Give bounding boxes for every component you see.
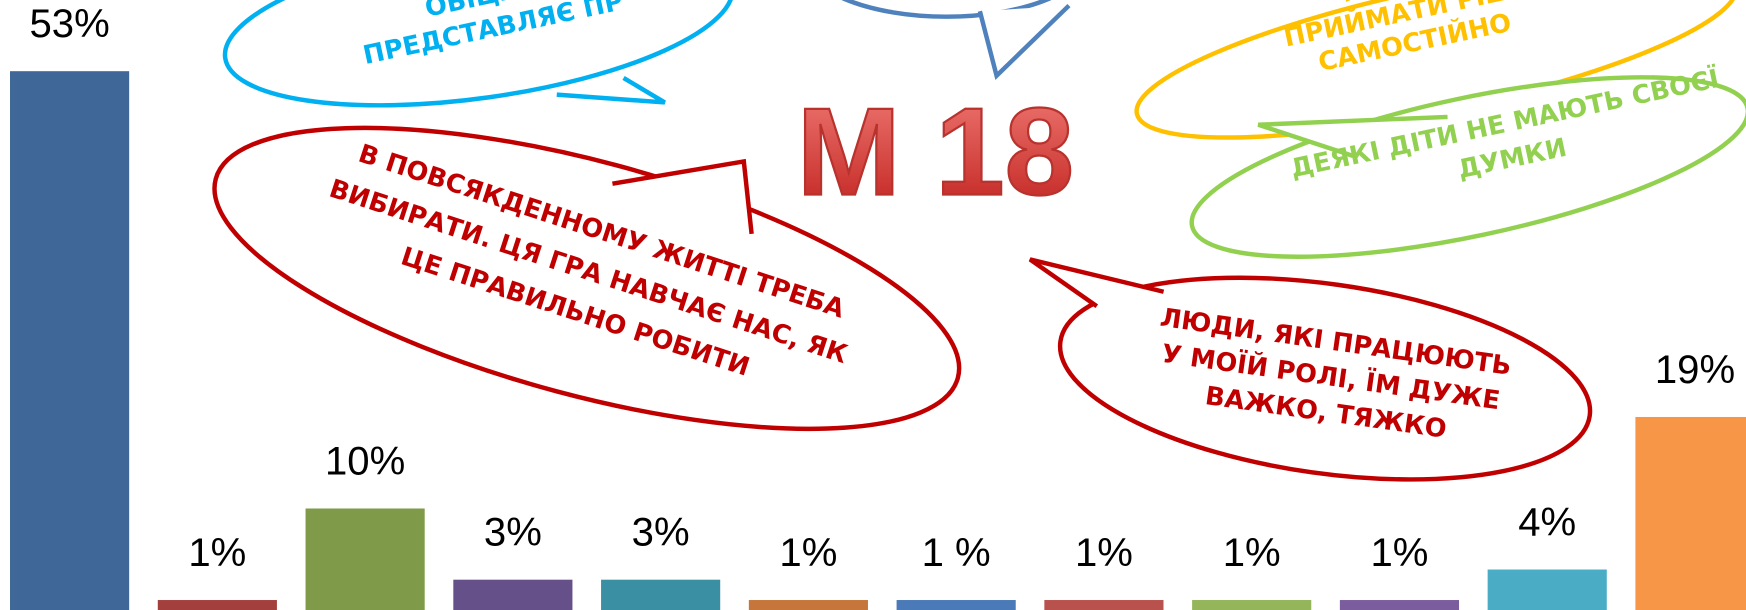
bar: [897, 600, 1016, 610]
bar: [1044, 600, 1163, 610]
bar: [1340, 600, 1459, 610]
bar: [453, 580, 572, 610]
bar: [749, 600, 868, 610]
bar: [1488, 570, 1607, 610]
value-label: 10%: [325, 440, 405, 484]
bar: [10, 71, 129, 610]
chart-title: M 18: [797, 82, 1074, 221]
value-label: 1 %: [922, 531, 991, 575]
value-label: 1%: [188, 531, 246, 575]
value-label: 19%: [1655, 348, 1735, 392]
bar: [158, 600, 277, 610]
bar: [601, 580, 720, 610]
value-label: 3%: [632, 511, 690, 555]
bubble-tail: [980, 6, 1069, 76]
value-label: 53%: [29, 2, 109, 46]
value-label: 4%: [1518, 501, 1576, 545]
value-label: 1%: [1075, 531, 1133, 575]
bar: [1635, 417, 1746, 610]
bar: [1192, 600, 1311, 610]
value-label: 1%: [1223, 531, 1281, 575]
bar: [306, 508, 425, 610]
value-label: 3%: [484, 511, 542, 555]
value-label: 1%: [1370, 531, 1428, 575]
chart: ОБІЦЯЮПРЕДСТАВЛЯЄ ПРЛЮДЯМПРИЙМАТИ РІШЕСА…: [0, 0, 1746, 610]
value-label: 1%: [779, 531, 837, 575]
